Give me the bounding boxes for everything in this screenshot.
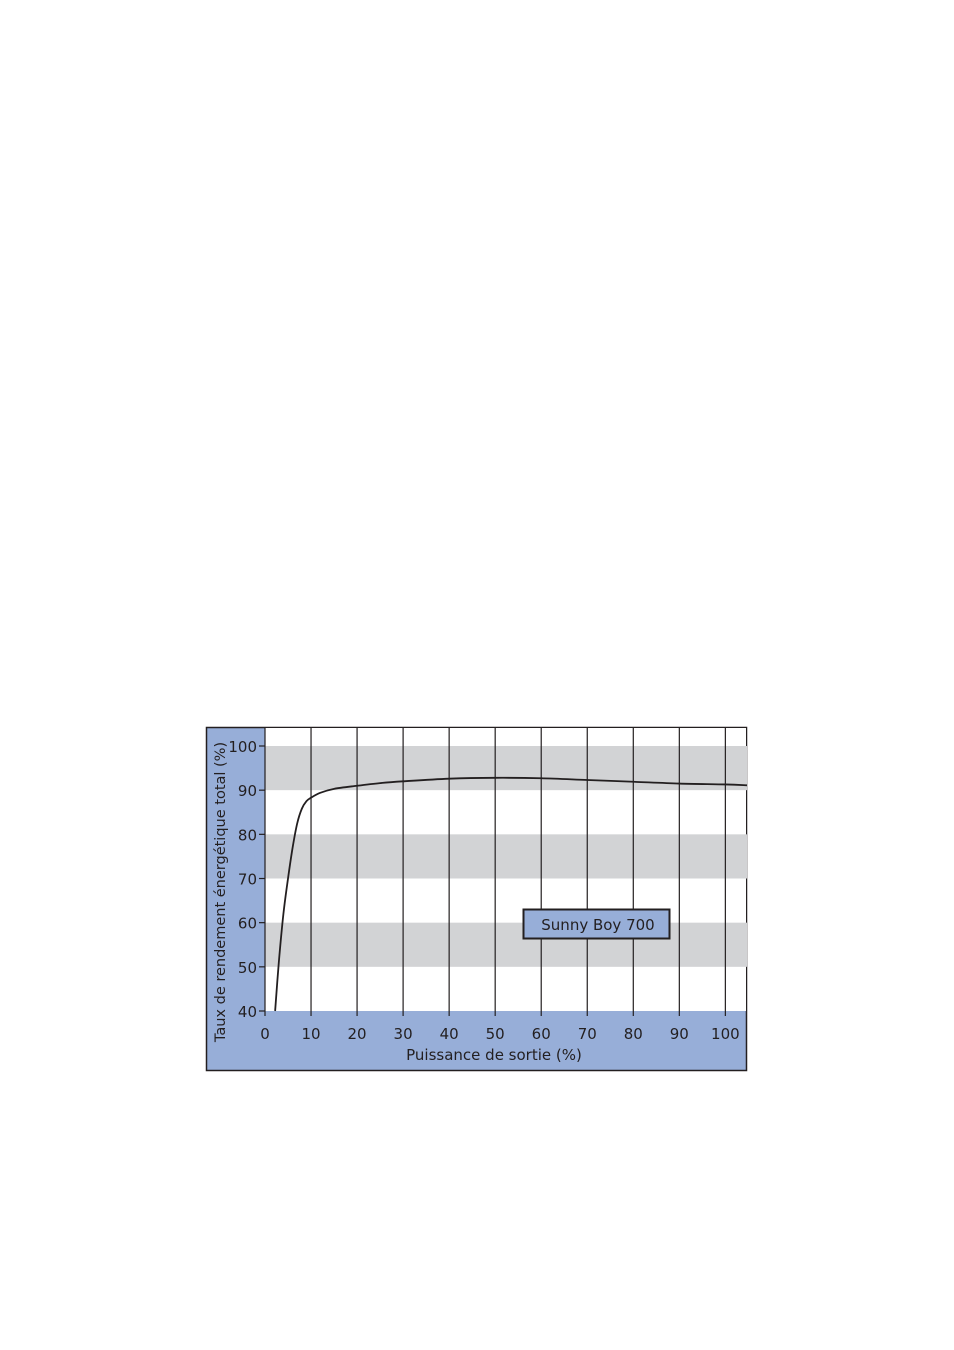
x-tick-label: 30 [394,1025,413,1043]
x-tick-label: 40 [440,1025,459,1043]
y-tick-label: 100 [228,738,257,756]
legend-box [522,908,671,940]
series-line-sunny-boy-700 [274,776,748,1012]
x-tick-label: 90 [670,1025,689,1043]
x-tick-label: 50 [486,1025,505,1043]
x-tick-label: 0 [260,1025,270,1043]
y-tick-label: 40 [238,1003,257,1021]
x-tick-label: 80 [624,1025,643,1043]
legend-label: Sunny Boy 700 [541,916,654,934]
x-tick-label: 60 [532,1025,551,1043]
y-tick-label: 90 [238,782,257,800]
y-tick-label: 50 [238,959,257,977]
legend: Sunny Boy 700 [522,908,671,940]
grid-band [265,922,747,967]
x-axis-label: Puissance de sortie (%) [406,1046,582,1064]
y-tick-label: 70 [238,871,257,889]
y-tick-label: 60 [238,915,257,933]
x-tick-label: 100 [711,1025,740,1043]
grid-band [265,834,747,879]
y-axis-label: Taux de rendement énergétique total (%) [213,742,229,1043]
x-tick-label: 70 [578,1025,597,1043]
y-tick-label: 80 [238,826,257,844]
x-tick-label: 10 [301,1025,320,1043]
x-tick-label: 20 [348,1025,367,1043]
